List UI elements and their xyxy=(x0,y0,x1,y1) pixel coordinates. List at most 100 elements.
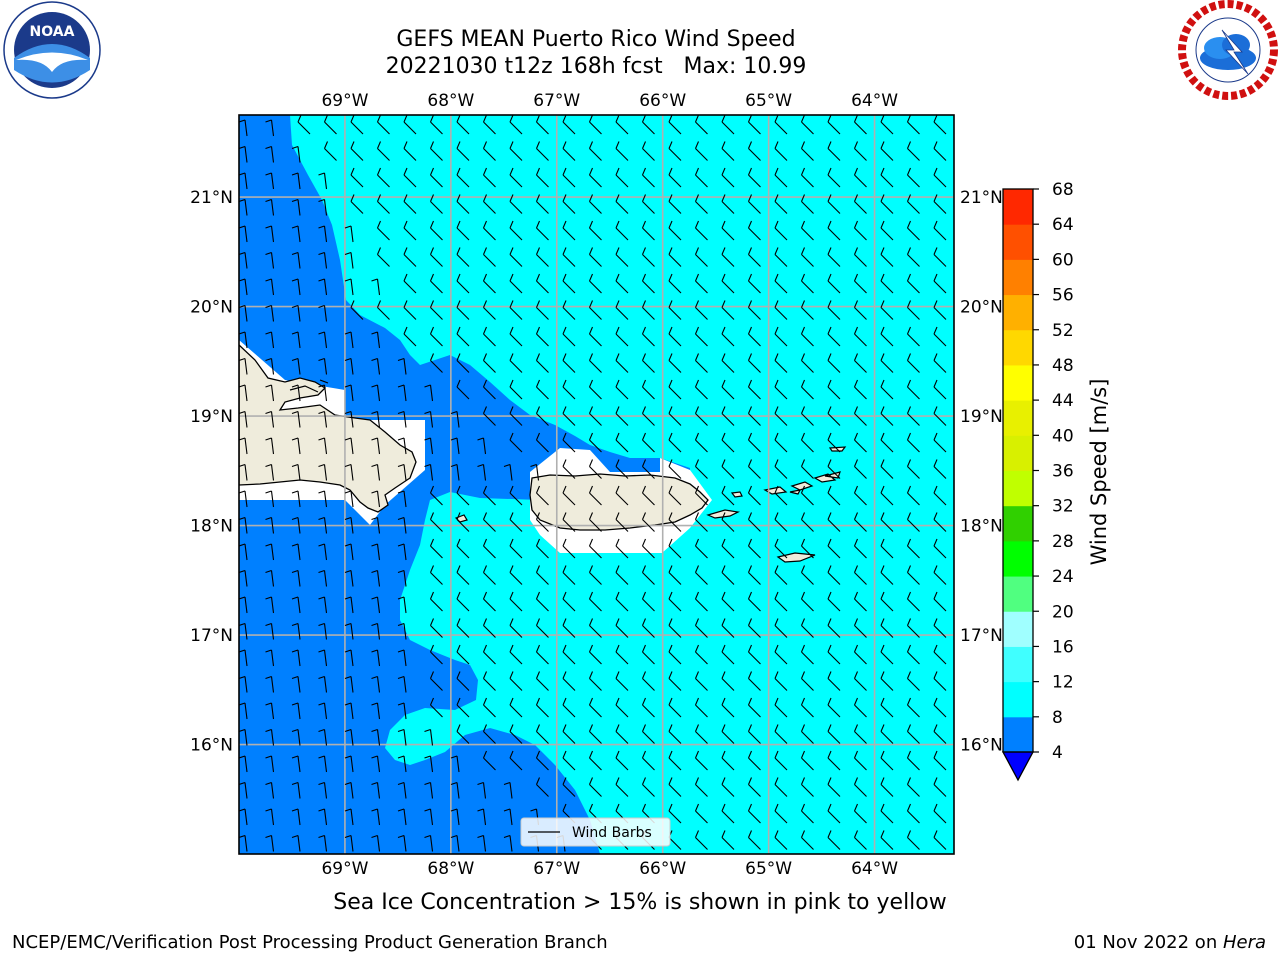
wind-barb xyxy=(906,194,920,214)
wind-barb xyxy=(615,273,629,294)
wind-barb xyxy=(265,384,275,402)
wind-barb xyxy=(450,437,460,455)
wind-barb xyxy=(853,618,867,638)
wind-barb xyxy=(853,485,867,506)
wind-barb xyxy=(371,649,381,667)
wind-barb xyxy=(239,543,248,561)
wind-barb xyxy=(429,115,443,135)
wind-barb xyxy=(344,569,354,587)
wind-barb xyxy=(239,596,248,614)
wind-barb xyxy=(906,379,920,400)
wind-barb xyxy=(721,591,735,612)
wind-barb xyxy=(482,538,496,559)
wind-barb xyxy=(429,300,443,320)
wind-barb xyxy=(482,618,496,638)
wind-barb xyxy=(265,410,275,428)
wind-barb xyxy=(747,538,761,559)
gridlines xyxy=(239,115,954,854)
wind-barb xyxy=(906,777,920,797)
wind-barb xyxy=(397,649,407,667)
wind-barb xyxy=(397,834,407,852)
wind-barb xyxy=(933,115,947,135)
wind-barb xyxy=(239,463,248,481)
wind-barb xyxy=(933,724,947,744)
wind-barb xyxy=(535,644,549,665)
noaa-logo-text: NOAA xyxy=(30,24,75,40)
wind-barb xyxy=(239,808,248,826)
wind-barb xyxy=(482,326,496,347)
wind-barb xyxy=(429,141,443,161)
wind-barb xyxy=(800,353,814,373)
wind-barb xyxy=(265,622,275,640)
wind-barb xyxy=(641,565,655,585)
wind-barb xyxy=(668,538,682,559)
wind-barb xyxy=(562,353,576,373)
wind-barb xyxy=(747,485,761,506)
wind-barb xyxy=(641,115,655,135)
wind-barb xyxy=(535,273,549,294)
wind-barb xyxy=(853,538,867,559)
wind-barb xyxy=(615,644,629,665)
barb-legend: Wind Barbs xyxy=(520,817,671,847)
wind-barb xyxy=(318,225,328,243)
lon-label-bottom: 67°W xyxy=(533,859,580,879)
wind-barb xyxy=(906,671,920,691)
wind-barb xyxy=(774,644,788,665)
wind-barb xyxy=(456,618,470,638)
wind-barb xyxy=(291,755,301,773)
wind-barb xyxy=(291,543,301,561)
wind-barb xyxy=(615,247,629,267)
wind-barb xyxy=(429,220,443,241)
wind-barb xyxy=(774,353,788,373)
wind-barb xyxy=(291,172,301,190)
wind-barb xyxy=(721,167,735,188)
st-croix-island xyxy=(776,552,816,563)
wind-barb xyxy=(827,353,841,373)
wind-barb xyxy=(397,463,407,481)
wind-barb xyxy=(668,300,682,320)
wind-barb xyxy=(503,463,513,481)
wind-barb xyxy=(853,750,867,771)
wind-barb xyxy=(239,198,248,216)
wind-barb xyxy=(509,538,523,559)
wind-barb xyxy=(588,247,602,267)
wind-barb xyxy=(588,697,602,718)
wind-barb xyxy=(615,724,629,744)
wind-barb xyxy=(291,516,301,534)
wind-barb xyxy=(376,194,390,214)
wind-barb xyxy=(827,803,841,824)
wind-barb xyxy=(906,406,920,426)
wind-barb xyxy=(318,622,328,640)
wind-barb xyxy=(318,251,328,269)
wind-barb xyxy=(827,247,841,267)
wind-barb xyxy=(933,618,947,638)
wind-barb xyxy=(535,671,549,691)
wind-barb xyxy=(456,538,470,559)
wind-barb xyxy=(509,194,523,214)
wind-barb xyxy=(318,198,328,216)
wind-barb xyxy=(371,384,381,402)
wind-barb xyxy=(535,750,549,771)
wind-barb xyxy=(239,755,248,773)
wind-barb xyxy=(694,750,708,771)
wind-barb xyxy=(853,644,867,665)
wind-barb xyxy=(403,326,417,347)
wind-barb xyxy=(265,172,275,190)
wind-barb xyxy=(397,357,407,375)
wind-barb xyxy=(562,406,576,426)
wind-barb xyxy=(641,406,655,426)
wind-barb xyxy=(562,194,576,214)
wind-barb xyxy=(747,247,761,267)
wind-barb xyxy=(562,618,576,638)
wind-barb xyxy=(747,591,761,612)
vieques-island xyxy=(706,509,740,519)
wind-barb xyxy=(827,167,841,188)
wind-barb xyxy=(694,830,708,850)
wind-barb xyxy=(774,618,788,638)
wind-barb xyxy=(747,803,761,824)
wind-barb xyxy=(318,808,328,826)
wind-barb xyxy=(747,167,761,188)
wind-barb xyxy=(291,649,301,667)
wind-barb xyxy=(403,247,417,267)
wind-barb xyxy=(397,755,407,773)
